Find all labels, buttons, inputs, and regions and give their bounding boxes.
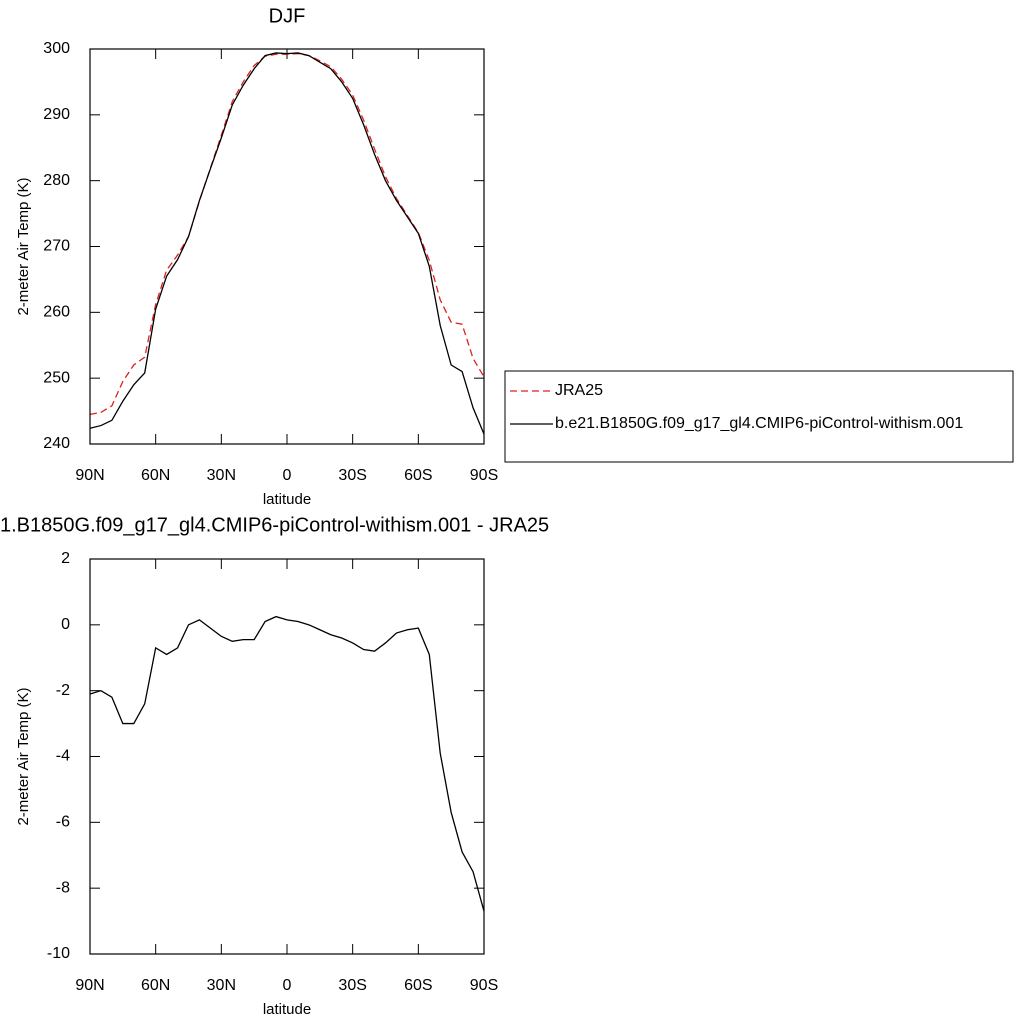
y-axis-label: 2-meter Air Temp (K) bbox=[15, 687, 32, 825]
x-tick-label: 30N bbox=[207, 977, 236, 994]
x-tick-label: 90S bbox=[470, 467, 498, 484]
data-line bbox=[89, 52, 485, 416]
y-tick-label: 260 bbox=[43, 304, 70, 321]
legend-label: JRA25 bbox=[555, 382, 603, 399]
x-tick-label: 60S bbox=[404, 467, 432, 484]
x-tick-label: 90S bbox=[470, 977, 498, 994]
x-tick-label: 0 bbox=[283, 467, 292, 484]
y-tick-label: 300 bbox=[43, 40, 70, 57]
x-tick-label: 30S bbox=[338, 467, 366, 484]
y-tick-label: 290 bbox=[43, 106, 70, 123]
data-line bbox=[89, 615, 485, 912]
y-tick-label: -8 bbox=[56, 879, 70, 896]
x-tick-label: 90N bbox=[75, 467, 104, 484]
legend-label: b.e21.B1850G.f09_g17_gl4.CMIP6-piControl… bbox=[555, 415, 963, 432]
x-axis-label: latitude bbox=[263, 1001, 311, 1018]
y-axis-label: 2-meter Air Temp (K) bbox=[15, 177, 32, 315]
plot-frame bbox=[89, 558, 485, 955]
x-axis-label: latitude bbox=[263, 491, 311, 508]
y-tick-label: -4 bbox=[56, 748, 70, 765]
y-tick-label: -6 bbox=[56, 814, 70, 831]
x-tick-label: 60S bbox=[404, 977, 432, 994]
y-tick-label: 280 bbox=[43, 172, 70, 189]
x-tick-label: 90N bbox=[75, 977, 104, 994]
y-tick-label: -2 bbox=[56, 682, 70, 699]
y-tick-label: 250 bbox=[43, 369, 70, 386]
y-tick-label: 270 bbox=[43, 238, 70, 255]
y-tick-label: 240 bbox=[43, 435, 70, 452]
plot-frame bbox=[89, 48, 485, 445]
y-tick-label: 0 bbox=[61, 616, 70, 633]
x-tick-label: 30N bbox=[207, 467, 236, 484]
chart-title: DJF bbox=[269, 5, 306, 27]
x-tick-label: 30S bbox=[338, 977, 366, 994]
legend-box bbox=[504, 370, 1014, 463]
x-tick-label: 60N bbox=[141, 467, 170, 484]
chart-title: 1.B1850G.f09_g17_gl4.CMIP6-piControl-wit… bbox=[0, 514, 549, 536]
x-tick-label: 0 bbox=[283, 977, 292, 994]
y-tick-label: 2 bbox=[61, 550, 70, 567]
x-tick-label: 60N bbox=[141, 977, 170, 994]
data-line bbox=[89, 52, 485, 435]
y-tick-label: -10 bbox=[47, 945, 70, 962]
